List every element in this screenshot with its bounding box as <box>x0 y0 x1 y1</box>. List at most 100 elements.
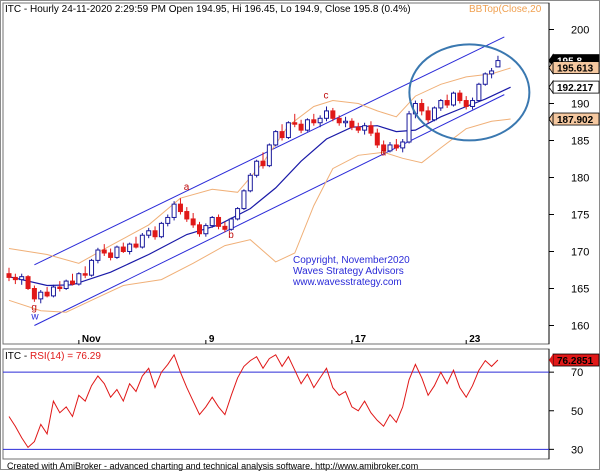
price-pane: 160165170175180185190195200Nov91723gwabc… <box>2 2 600 345</box>
candle-body <box>38 291 44 300</box>
moving-average-line <box>8 86 511 287</box>
candle-body <box>324 110 329 119</box>
rsi-badge-pointer <box>549 354 553 367</box>
price-pane-border <box>2 2 550 345</box>
candle-body <box>457 92 463 102</box>
price-tick-label: 180 <box>571 173 589 185</box>
time-tick-label: 23 <box>469 334 481 345</box>
candle-body <box>158 222 164 238</box>
candle-body <box>470 100 476 107</box>
candle-body <box>127 243 133 253</box>
wave-label: b <box>228 230 234 241</box>
candle-body <box>31 288 37 300</box>
candle-body <box>216 216 222 227</box>
candle-body <box>228 218 234 230</box>
candle-body <box>489 70 495 75</box>
candle-body <box>336 117 342 124</box>
copyright-annotation: www.wavesstrategy.com <box>292 277 402 288</box>
candle-body <box>298 123 304 131</box>
time-tick-label: 9 <box>209 334 215 345</box>
candle-body <box>209 216 215 227</box>
wave-label: g <box>31 303 37 314</box>
candle-body <box>82 273 88 276</box>
candle-body <box>304 119 310 131</box>
candle-body <box>400 141 406 149</box>
highlight-ellipse <box>408 43 531 142</box>
candle-body <box>279 131 285 139</box>
candle-body <box>63 280 69 290</box>
candle-body <box>476 83 482 102</box>
wave-label: w <box>30 312 39 323</box>
candle-body <box>285 122 291 139</box>
candle-body <box>387 144 393 152</box>
bollinger-top-line <box>8 67 511 264</box>
candle-body <box>171 203 177 218</box>
rsi-pane: 70 50 30 ITC - RSI(14) = 76.29 76.2851 Create… <box>2 348 600 471</box>
candle-body <box>381 144 387 152</box>
indicator-label: BBTop(Close,20 <box>469 4 542 15</box>
candle-body <box>374 132 380 146</box>
candle-body <box>108 252 114 258</box>
candle-body <box>6 273 12 278</box>
price-badge-label: 187.902 <box>557 115 594 126</box>
candle-body <box>273 131 279 146</box>
time-tick-label: 17 <box>355 334 367 345</box>
candle-body <box>114 246 120 258</box>
price-badge-label: 195.613 <box>557 64 594 75</box>
candle-body <box>50 286 56 297</box>
candle-body <box>241 190 247 210</box>
candle-body <box>203 225 209 235</box>
candle-body <box>260 160 266 167</box>
bollinger-bottom-line <box>8 118 511 313</box>
price-badge-pointer <box>548 79 554 95</box>
candle-body <box>254 160 260 176</box>
candle-body <box>222 225 228 230</box>
rsi-tick-label: 30 <box>571 444 583 456</box>
candle-body <box>12 276 18 281</box>
candle-body <box>444 100 450 106</box>
candle-body <box>19 276 25 281</box>
time-tick-label: Nov <box>82 334 101 345</box>
candle-body <box>463 100 469 107</box>
candle-body <box>482 73 488 85</box>
rsi-title: ITC - RSI(14) = 76.29 <box>5 351 101 362</box>
candle-body <box>438 100 444 109</box>
candle-body <box>495 60 501 68</box>
wave-label: c <box>324 90 329 101</box>
candle-body <box>89 259 95 276</box>
candle-body <box>343 120 349 124</box>
copyright-annotation: Copyright, November2020 <box>293 255 410 266</box>
candle-body <box>146 230 152 236</box>
price-tick-label: 175 <box>571 210 589 222</box>
price-tick-label: 200 <box>571 25 589 37</box>
candle-body <box>95 249 101 261</box>
rsi-line <box>8 353 499 449</box>
candle-body <box>197 224 202 235</box>
candle-body <box>120 246 126 252</box>
candle-body <box>419 103 425 112</box>
candle-body <box>349 120 355 128</box>
price-badge-pointer <box>548 60 554 75</box>
candle-body <box>57 286 63 289</box>
candle-body <box>177 203 183 213</box>
price-tick-label: 160 <box>571 321 589 333</box>
footer-credit: Created with AmiBroker - advanced charti… <box>7 461 418 471</box>
candle-body <box>76 273 82 285</box>
candle-body <box>355 126 361 131</box>
rsi-pane-border <box>2 348 550 460</box>
candle-body <box>165 216 171 224</box>
candle-body <box>330 110 336 119</box>
price-tick-label: 170 <box>571 247 589 259</box>
candle-body <box>368 125 374 134</box>
candle-body <box>235 208 241 220</box>
candle-body <box>292 122 298 125</box>
candle-body <box>25 276 31 290</box>
chart-header-title: ITC - Hourly 24-11-2020 2:29:59 PM Open … <box>5 4 411 15</box>
candle-body <box>139 234 145 248</box>
candle-body <box>133 243 139 248</box>
rsi-tick-label: 70 <box>571 367 583 379</box>
rsi-tick-label: 50 <box>571 406 583 418</box>
price-tick-label: 185 <box>571 136 589 148</box>
candle-body <box>431 107 437 121</box>
